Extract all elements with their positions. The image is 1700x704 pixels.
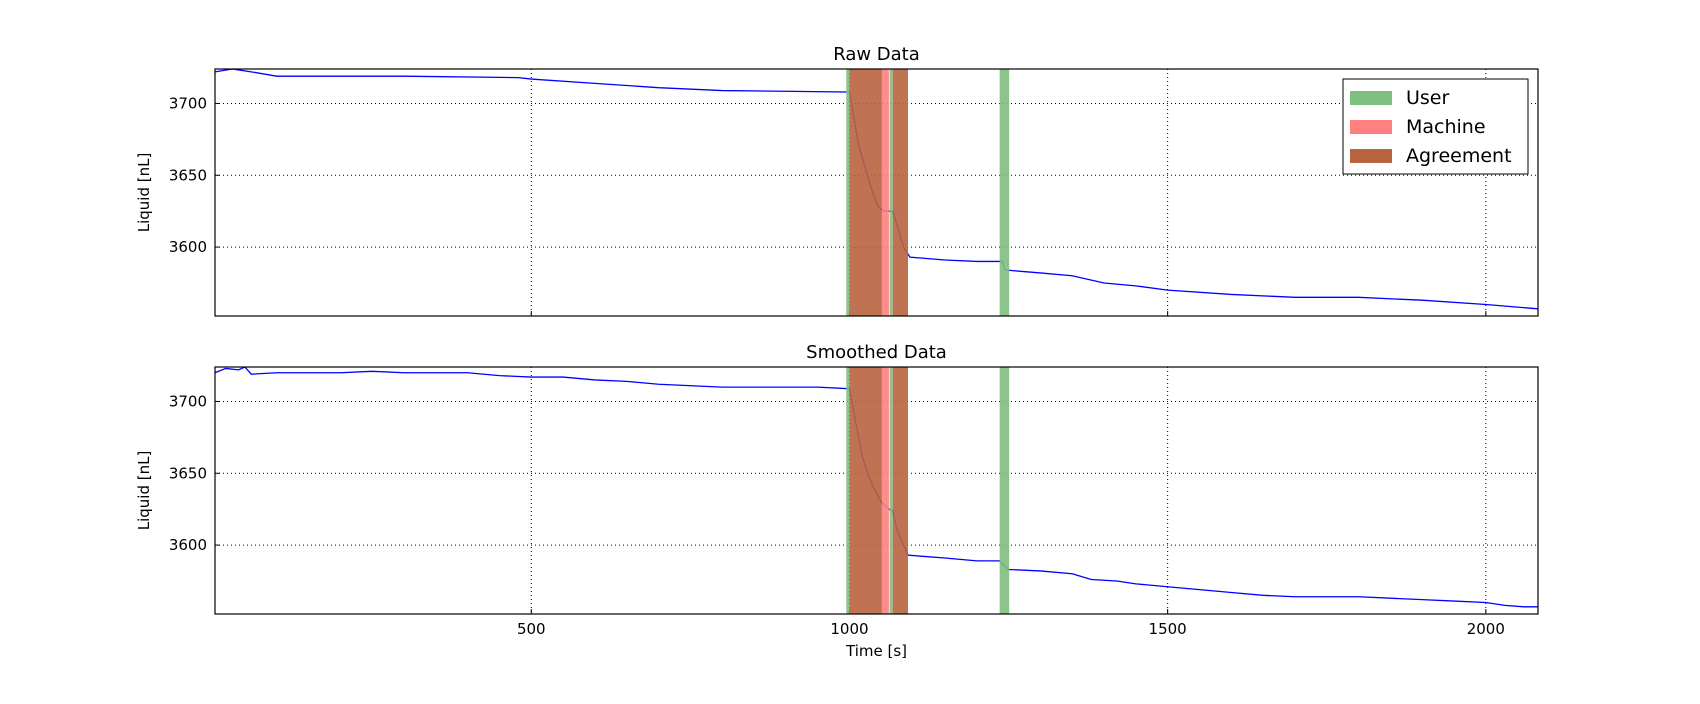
span-region (999, 69, 1010, 316)
y-axis-label: Liquid [nL] (135, 451, 153, 531)
span-region (849, 69, 882, 316)
chart-title: Smoothed Data (806, 342, 947, 363)
x-tick-label: 1500 (1149, 620, 1187, 638)
x-tick-label: 2000 (1467, 620, 1505, 638)
y-tick-label: 3650 (169, 464, 207, 482)
y-axis-label: Liquid [nL] (135, 153, 153, 233)
chart-title: Raw Data (833, 44, 920, 65)
span-region (889, 69, 893, 316)
legend-swatch (1350, 149, 1392, 163)
span-region (999, 367, 1010, 614)
legend-label: User (1406, 87, 1449, 109)
span-region (846, 367, 850, 614)
span-region (881, 69, 889, 316)
y-tick-label: 3600 (169, 536, 207, 554)
legend-label: Machine (1406, 116, 1486, 138)
x-tick-label: 500 (517, 620, 546, 638)
span-region (846, 69, 850, 316)
legend-swatch (1350, 91, 1392, 105)
x-axis-label: Time [s] (845, 642, 907, 660)
x-tick-label: 1000 (830, 620, 868, 638)
plot-frame (214, 366, 1539, 615)
y-tick-label: 3650 (169, 166, 207, 184)
span-region (849, 367, 882, 614)
legend-label: Agreement (1406, 145, 1512, 167)
y-tick-label: 3700 (169, 94, 207, 112)
legend-swatch (1350, 120, 1392, 134)
y-tick-label: 3600 (169, 238, 207, 256)
span-region (889, 367, 893, 614)
span-region (881, 367, 889, 614)
span-region (892, 69, 908, 316)
y-tick-label: 3700 (169, 392, 207, 410)
span-region (892, 367, 908, 614)
plot-frame (214, 68, 1539, 317)
